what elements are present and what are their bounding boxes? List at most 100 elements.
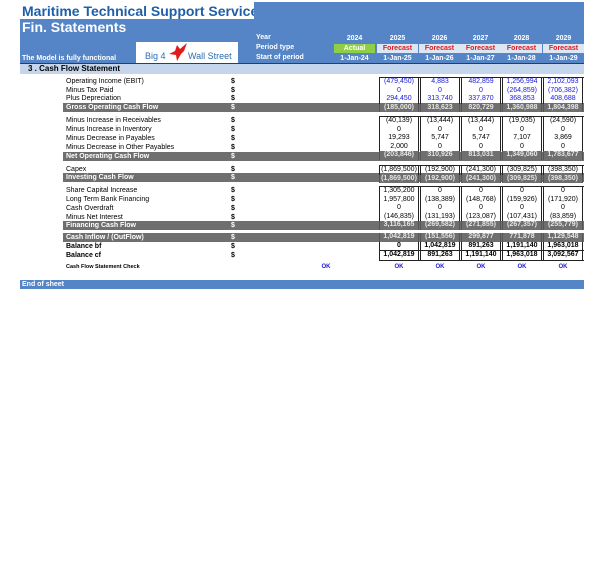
row-label-lt-bank-financing: Long Term Bank Financing [66, 196, 150, 203]
check-ok: OK [476, 264, 486, 270]
check-ok: OK [394, 264, 404, 270]
period-type-2025: Forecast [377, 44, 418, 53]
values-row-cash-inflow-outflow: 1,042,819 (151,556) 299,877 771,878 1,12… [379, 233, 584, 242]
start-2029: 1-Jan-29 [549, 55, 578, 62]
year-2029: 2029 [555, 35, 572, 42]
value-cell: 1,191,140 [502, 241, 542, 250]
value-cell: 1,783,677 [543, 151, 583, 160]
values-row-receivables: (40,139) (13,444) (13,444) (19,035) (24,… [379, 116, 584, 126]
value-cell: (241,300) [461, 174, 501, 183]
start-2024: 1-Jan-24 [340, 55, 369, 62]
value-cell: 0 [461, 204, 501, 213]
currency-symbol: $ [231, 78, 235, 85]
value-cell: 2,000 [379, 142, 419, 151]
value-cell: 2,102,093 [543, 78, 583, 87]
row-label-share-capital: Share Capital Increase [66, 187, 138, 194]
logo-left-text: Big 4 [145, 51, 166, 61]
currency-symbol: $ [231, 222, 235, 229]
value-cell: 1,349,060 [502, 151, 542, 160]
value-cell: (706,382) [543, 86, 583, 95]
investing-cash-flow-band: Investing Cash Flow [63, 173, 584, 182]
value-cell: 3,092,567 [543, 251, 583, 260]
logo [136, 42, 238, 63]
row-label-capex: Capex [66, 166, 87, 173]
value-cell: 813,031 [461, 151, 501, 160]
value-cell: (159,926) [502, 195, 542, 204]
value-cell: (398,350) [543, 174, 583, 183]
row-label-ebit: Operating Income (EBIT) [66, 78, 144, 85]
value-cell: (309,825) [502, 174, 542, 183]
row-label-depreciation: Plus Depreciation [66, 95, 121, 102]
row-label: Financing Cash Flow [66, 222, 137, 229]
value-cell: 299,877 [461, 233, 501, 242]
section-title: 3 . Cash Flow Statement [28, 64, 121, 73]
currency-symbol: $ [231, 205, 235, 212]
currency-symbol: $ [231, 187, 235, 194]
header-band-top [254, 2, 584, 19]
value-cell: (107,431) [502, 212, 542, 221]
currency-symbol: $ [231, 144, 235, 151]
values-row-investing-cash-flow: (1,869,500) (192,900) (241,300) (309,825… [379, 174, 584, 183]
values-row-inventory: 0 0 0 0 0 [379, 125, 584, 134]
value-cell: (123,087) [461, 212, 501, 221]
value-cell: (171,920) [543, 195, 583, 204]
values-row-financing-cash-flow: 3,116,165 (269,582) (271,855) (267,357) … [379, 221, 584, 230]
value-cell: 0 [502, 125, 542, 134]
currency-symbol: $ [231, 243, 235, 250]
value-cell: 0 [543, 142, 583, 151]
row-label-balance-bf: Balance bf [66, 243, 102, 250]
value-cell: (138,389) [420, 195, 460, 204]
row-label-inventory: Minus Increase in Inventory [66, 126, 152, 133]
value-cell: 1,129,548 [543, 233, 583, 242]
value-cell: (264,859) [502, 86, 542, 95]
value-cell: (398,350) [543, 166, 583, 175]
check-ok: OK [558, 264, 568, 270]
value-cell: 0 [543, 204, 583, 213]
row-label: Gross Operating Cash Flow [66, 104, 159, 111]
values-row-payables: 19,293 5,747 5,747 7,107 3,869 [379, 134, 584, 143]
value-cell: 0 [379, 86, 419, 95]
value-cell: (13,444) [420, 117, 460, 126]
start-2027: 1-Jan-27 [466, 55, 495, 62]
start-of-period-label: Start of period [256, 54, 304, 61]
value-cell: 368,853 [502, 95, 542, 104]
values-row-balance-bf: 0 1,042,819 891,263 1,191,140 1,963,018 [379, 241, 584, 251]
value-cell: 771,878 [502, 233, 542, 242]
value-cell: 0 [461, 86, 501, 95]
value-cell: (479,450) [379, 78, 419, 87]
values-investing: (1,869,500) (192,900) (241,300) (309,825… [379, 165, 584, 183]
net-operating-cash-flow-band: Net Operating Cash Flow [63, 152, 584, 161]
title-bar [20, 2, 252, 19]
value-cell: 3,116,165 [379, 221, 419, 230]
values-row-capex: (1,869,500) (192,900) (241,300) (309,825… [379, 165, 584, 175]
currency-symbol: $ [231, 117, 235, 124]
value-cell: 408,688 [543, 95, 583, 104]
row-label-tax: Minus Tax Paid [66, 87, 114, 94]
values-row-lt-bank-financing: 1,957,800 (138,389) (148,768) (159,926) … [379, 195, 584, 204]
financing-cash-flow-band: Financing Cash Flow [63, 221, 584, 230]
value-cell: 1,360,988 [502, 103, 542, 112]
currency-symbol: $ [231, 252, 235, 259]
value-cell: (309,825) [502, 166, 542, 175]
value-cell: 0 [502, 142, 542, 151]
row-label-overdraft: Cash Overdraft [66, 205, 114, 212]
check-label: Cash Flow Statement Check [66, 264, 140, 270]
values-row-overdraft: 0 0 0 0 0 [379, 204, 584, 213]
header-band [20, 19, 584, 63]
start-2026: 1-Jan-26 [425, 55, 454, 62]
check-ok: OK [435, 264, 445, 270]
period-type-label: Period type [256, 44, 295, 51]
currency-symbol: $ [231, 196, 235, 203]
value-cell: (241,300) [461, 166, 501, 175]
value-cell: 0 [420, 142, 460, 151]
period-type-2029: Forecast [543, 44, 584, 53]
value-cell: 4,883 [420, 78, 460, 87]
currency-symbol: $ [231, 174, 235, 181]
row-label-other-payables: Minus Decrease in Other Payables [66, 144, 175, 151]
value-cell: 1,042,819 [420, 241, 460, 250]
value-cell: 482,859 [461, 78, 501, 87]
check-ok: OK [517, 264, 527, 270]
value-cell: 3,869 [543, 134, 583, 143]
row-label: Net Operating Cash Flow [66, 153, 150, 160]
value-cell: (271,855) [461, 221, 501, 230]
